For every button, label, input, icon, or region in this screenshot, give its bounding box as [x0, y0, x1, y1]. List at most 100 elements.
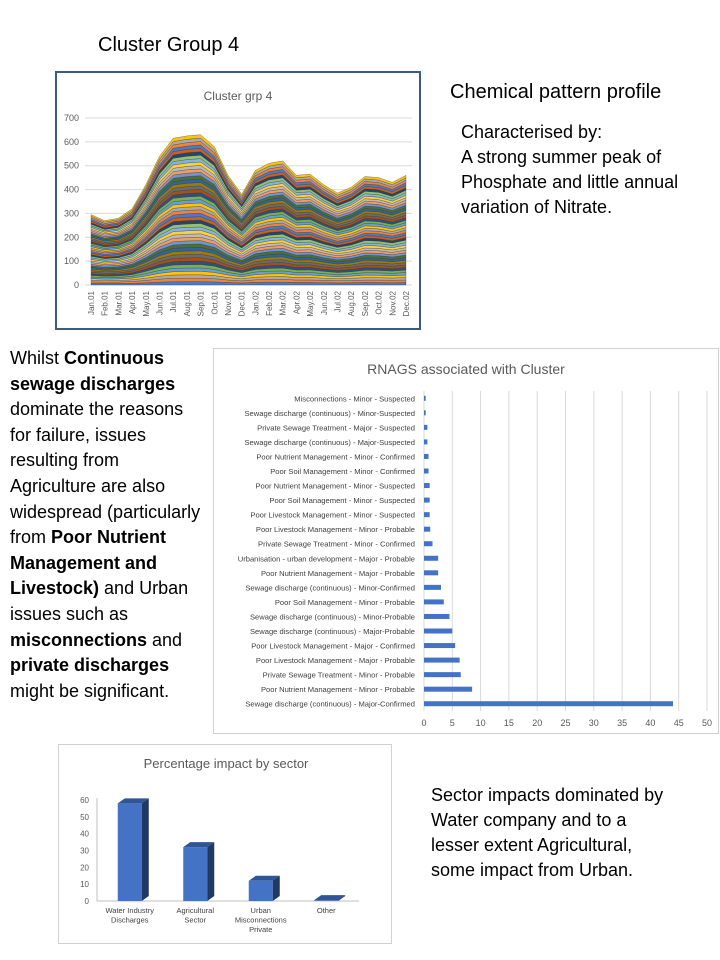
x-tick-label: Nov.02 — [388, 290, 397, 315]
y-category-label: Poor Soil Management - Minor - Confirmed — [270, 467, 415, 476]
x-tick-label: 20 — [532, 718, 542, 728]
x-tick-label: Dec.01 — [238, 290, 247, 316]
x-tick-label: 45 — [674, 718, 684, 728]
x-tick-label: Jun.02 — [320, 290, 329, 315]
y-category-label: Urbanisation - urban development - Major… — [238, 554, 415, 563]
x-tick-label: Dec.02 — [402, 290, 411, 316]
bar — [424, 599, 444, 605]
x-tick-label: 30 — [589, 718, 599, 728]
y-category-label: Poor Livestock Management - Major - Conf… — [251, 642, 415, 651]
bar — [424, 395, 426, 401]
x-tick-label: May.02 — [306, 290, 315, 316]
y-tick-label: 500 — [64, 161, 79, 171]
y-tick-label: 50 — [80, 813, 89, 822]
bar-top — [117, 798, 149, 804]
bar — [424, 628, 453, 634]
chart-title: RNAGS associated with Cluster — [367, 361, 565, 377]
y-category-label: Poor Nutrient Management - Minor - Confi… — [256, 452, 415, 461]
body-text: might be significant. — [10, 680, 170, 701]
emphasis-text: Poor Nutrient Management and Livestock) — [10, 527, 167, 599]
x-tick-label: 15 — [504, 718, 514, 728]
bar — [424, 468, 429, 474]
bar — [424, 584, 441, 590]
bar — [424, 672, 461, 678]
sector-impact-chart: Percentage impact by sector 0 10 20 30 40 50 60… — [80, 756, 359, 934]
x-tick-label: 40 — [645, 718, 655, 728]
bar — [424, 526, 431, 532]
y-tick-label: 0 — [85, 897, 90, 906]
y-tick-label: 400 — [64, 185, 79, 195]
bar — [424, 410, 426, 416]
emphasis-text: private discharges — [10, 655, 170, 676]
y-category-label: Poor Nutrient Management - Major - Proba… — [261, 569, 415, 578]
sector-impact-chart-panel: Percentage impact by sector 0 10 20 30 40 50 60… — [58, 744, 392, 944]
y-tick-label: 60 — [80, 796, 89, 805]
bar — [424, 497, 430, 503]
y-category-label: Poor Soil Management - Minor - Suspected — [269, 496, 415, 505]
body-text: dominate the reasons for failure, issues… — [10, 399, 201, 548]
bar-side — [338, 895, 346, 901]
x-category-label: Water Industry — [106, 906, 155, 915]
x-category-label: Agricultural — [176, 906, 214, 915]
bar-top — [248, 875, 280, 881]
x-category-label: Misconnections — [235, 916, 287, 925]
bar — [424, 483, 430, 489]
y-category-label: Sewage discharge (continuous) - Minor-Co… — [245, 583, 415, 592]
y-category-label: Poor Livestock Management - Minor - Susp… — [250, 511, 415, 520]
x-tick-label: Jul.02 — [334, 290, 343, 312]
y-tick-label: 40 — [80, 830, 89, 839]
y-category-label: Poor Livestock Management - Major - Prob… — [256, 656, 415, 665]
bar-front — [248, 880, 273, 901]
bar-side — [207, 842, 215, 901]
bar-top — [183, 842, 215, 848]
x-tick-label: 25 — [560, 718, 570, 728]
failure-reasons-text: Whilst Continuous sewage discharges domi… — [10, 346, 206, 704]
y-category-label: Poor Soil Management - Minor - Probable — [275, 598, 415, 607]
bar — [424, 512, 430, 518]
y-category-label: Poor Nutrient Management - Minor - Suspe… — [255, 482, 415, 491]
y-category-label: Misconnections - Minor - Suspected — [294, 394, 415, 403]
y-category-label: Sewage discharge (continuous) - Major-Co… — [245, 700, 415, 709]
area-series-layer — [90, 134, 407, 223]
chemical-profile-title: Chemical pattern profile — [450, 81, 662, 103]
x-tick-label: 10 — [476, 718, 486, 728]
x-tick-label: Jan.01 — [87, 290, 96, 315]
y-category-label: Private Sewage Treatment - Major - Suspe… — [257, 423, 415, 432]
bar — [424, 613, 450, 619]
x-tick-label: Feb.01 — [101, 290, 110, 315]
x-tick-label: Apr.01 — [128, 290, 137, 314]
x-tick-label: Aug.02 — [347, 290, 356, 316]
y-category-label: Sewage discharge (continuous) - Major-Pr… — [250, 627, 415, 636]
cluster-area-chart-panel: Cluster grp 4 0 100 200 300 400 500 600 700 Jan.0… — [55, 71, 421, 330]
x-tick-label: Jul.01 — [169, 290, 178, 312]
y-tick-label: 200 — [64, 232, 79, 242]
rnags-bar-chart: RNAGS associated with Cluster 0 5 10 15 20 25 3… — [238, 361, 712, 728]
x-tick-label: 50 — [702, 718, 712, 728]
chart-title: Percentage impact by sector — [144, 756, 309, 771]
bar-side — [272, 875, 280, 901]
y-category-label: Poor Nutrient Management - Minor - Proba… — [261, 685, 415, 694]
y-category-label: Private Sewage Treatment - Minor - Confi… — [258, 540, 415, 549]
y-tick-label: 20 — [80, 863, 89, 872]
y-tick-label: 30 — [80, 847, 89, 856]
x-tick-label: Apr.02 — [292, 290, 301, 314]
x-tick-label: Oct.01 — [210, 290, 219, 314]
x-tick-label: 0 — [421, 718, 426, 728]
x-category-label: Private — [249, 925, 272, 934]
bar-front — [117, 803, 142, 901]
y-tick-label: 700 — [64, 113, 79, 123]
y-category-label: Sewage discharge (continuous) - Major-Su… — [244, 438, 415, 447]
sector-impacts-text: Sector impacts dominated by Water compan… — [431, 785, 664, 880]
bar — [424, 541, 433, 547]
bar — [424, 555, 439, 561]
body-text: Whilst — [10, 348, 64, 368]
x-tick-label: Mar.01 — [114, 290, 123, 315]
bar-front — [183, 847, 208, 901]
bar — [424, 643, 456, 649]
x-tick-label: Sep.01 — [197, 290, 206, 316]
bar — [424, 453, 429, 459]
bar — [424, 424, 428, 430]
bar-side — [141, 798, 149, 901]
bar-top — [314, 895, 346, 901]
chemical-profile-description: Characterised by: A strong summer peak o… — [461, 122, 679, 217]
